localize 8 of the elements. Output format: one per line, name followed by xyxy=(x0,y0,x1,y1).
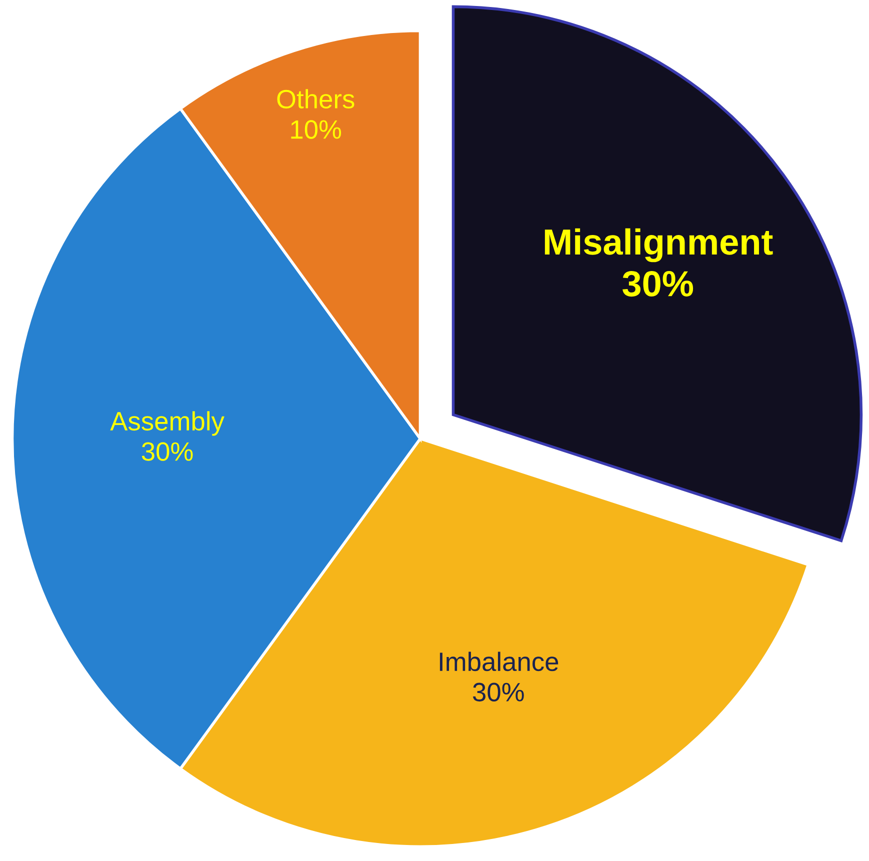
data-label: 30% xyxy=(472,682,524,702)
slice-label: Misalignment xyxy=(544,228,773,262)
data-label: 10% xyxy=(291,120,342,139)
data-label: 30% xyxy=(142,442,193,461)
data-label: 30% xyxy=(622,270,694,297)
slice-label: Imbalance xyxy=(440,652,558,672)
slice-label: Assembly xyxy=(110,411,224,436)
slice-label: Others xyxy=(277,89,354,109)
